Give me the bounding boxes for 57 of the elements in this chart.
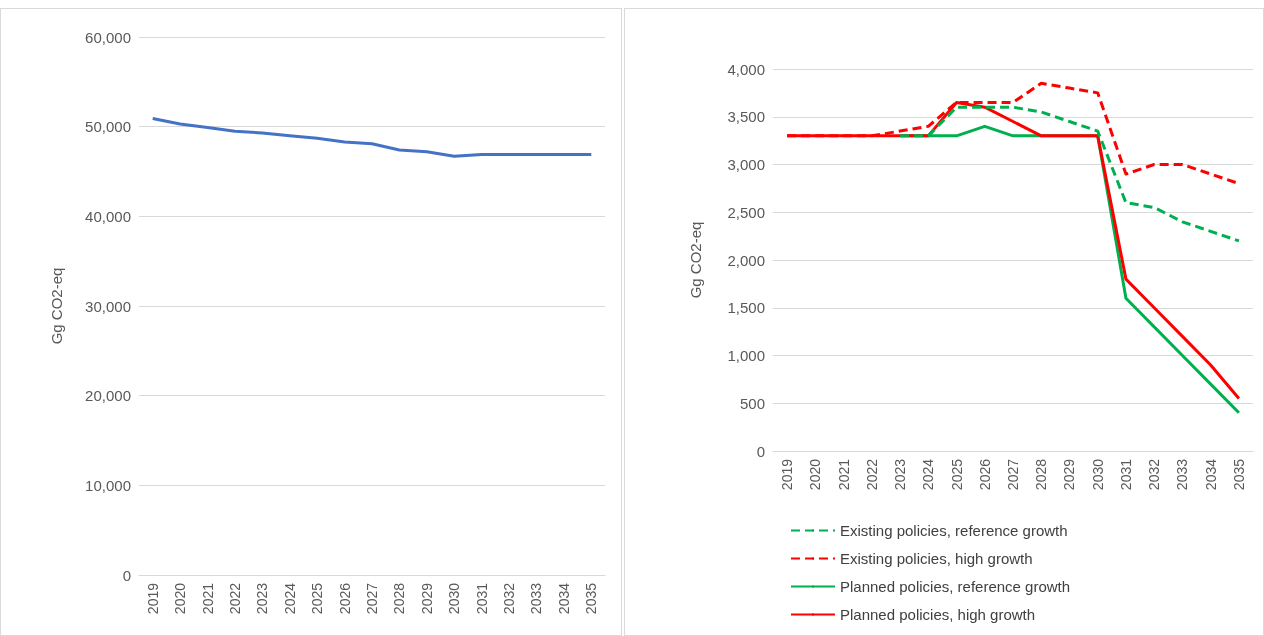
y-axis-title: Gg CO2-eq bbox=[687, 221, 704, 299]
y-tick-label: 500 bbox=[739, 394, 765, 412]
x-tick-label: 2032 bbox=[1146, 458, 1163, 491]
x-tick-label: 2031 bbox=[1117, 458, 1134, 491]
x-tick-label: 2024 bbox=[281, 582, 298, 615]
y-tick-label: 1,500 bbox=[727, 299, 765, 317]
x-tick-label: 2027 bbox=[364, 582, 380, 615]
x-tick-label: 2025 bbox=[948, 458, 965, 491]
x-tick-label: 2033 bbox=[528, 582, 545, 615]
x-tick-label: 2021 bbox=[199, 582, 216, 615]
x-tick-label: 2033 bbox=[1174, 458, 1191, 491]
x-tick-label: 2026 bbox=[976, 458, 993, 491]
x-tick-label: 2023 bbox=[892, 458, 909, 491]
y-tick-label: 10,000 bbox=[85, 476, 131, 494]
legend-label: Planned policies, reference growth bbox=[840, 578, 1071, 595]
y-tick-label: 0 bbox=[756, 442, 765, 460]
x-tick-label: 2035 bbox=[1230, 458, 1247, 491]
x-tick-label: 2025 bbox=[309, 582, 326, 615]
y-tick-label: 50,000 bbox=[85, 118, 131, 136]
x-tick-label: 2019 bbox=[779, 458, 796, 491]
y-tick-label: 2,000 bbox=[727, 251, 765, 269]
x-tick-label: 2026 bbox=[336, 582, 353, 615]
legend-label: Existing policies, reference growth bbox=[840, 522, 1068, 539]
x-tick-label: 2032 bbox=[501, 582, 518, 615]
x-tick-label: 2028 bbox=[391, 582, 408, 615]
x-tick-label: 2030 bbox=[446, 582, 463, 615]
y-tick-label: 40,000 bbox=[85, 207, 131, 225]
y-axis-title: Gg CO2-eq bbox=[48, 267, 65, 345]
line-series bbox=[151, 117, 593, 158]
y-tick-label: 30,000 bbox=[85, 297, 131, 315]
x-tick-label: 2022 bbox=[226, 582, 243, 615]
y-tick-label: 3,500 bbox=[727, 108, 765, 126]
x-tick-label: 2019 bbox=[144, 582, 161, 615]
x-tick-label: 2031 bbox=[473, 582, 490, 615]
x-tick-label: 2029 bbox=[418, 582, 435, 615]
y-tick-label: 3,000 bbox=[727, 156, 765, 173]
x-tick-label: 2029 bbox=[1061, 458, 1078, 491]
x-tick-label: 2021 bbox=[835, 458, 852, 491]
y-tick-label: 4,000 bbox=[727, 60, 765, 78]
x-tick-label: 2028 bbox=[1033, 458, 1050, 491]
x-tick-label: 2030 bbox=[1089, 458, 1106, 491]
x-tick-label: 2020 bbox=[807, 458, 824, 491]
y-tick-label: 2,500 bbox=[727, 203, 765, 221]
legend-label: Existing policies, high growth bbox=[840, 550, 1033, 567]
x-tick-label: 2027 bbox=[1005, 458, 1021, 491]
y-tick-label: 60,000 bbox=[85, 28, 131, 46]
x-tick-label: 2020 bbox=[172, 582, 189, 615]
x-tick-label: 2034 bbox=[555, 582, 572, 615]
x-tick-label: 2023 bbox=[254, 582, 271, 615]
y-tick-label: 1,000 bbox=[727, 347, 765, 364]
x-tick-label: 2022 bbox=[863, 458, 880, 491]
y-tick-label: 20,000 bbox=[85, 387, 131, 405]
x-tick-label: 2034 bbox=[1202, 458, 1219, 491]
legend-label: Planned policies, high growth bbox=[840, 606, 1036, 623]
x-tick-label: 2024 bbox=[920, 458, 937, 491]
y-tick-label: 0 bbox=[122, 566, 131, 584]
x-tick-label: 2035 bbox=[583, 582, 600, 615]
